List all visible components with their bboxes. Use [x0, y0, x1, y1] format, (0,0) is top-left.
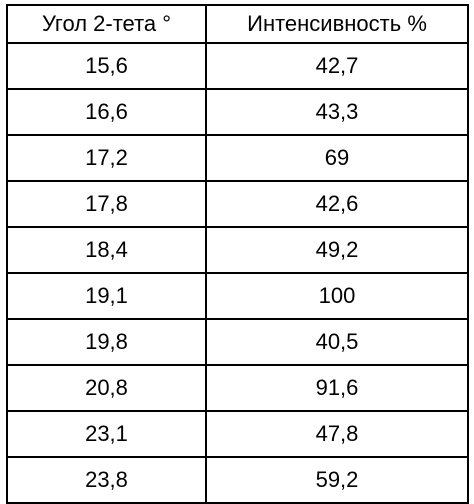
table-row: 17,8 42,6 — [6, 180, 469, 228]
intensity-cell: 47,8 — [205, 410, 469, 458]
intensity-cell: 43,3 — [205, 88, 469, 136]
intensity-cell: 42,6 — [205, 180, 469, 228]
column-header-angle: Угол 2-тета ° — [6, 4, 207, 44]
intensity-cell: 59,2 — [205, 456, 469, 504]
intensity-cell: 40,5 — [205, 318, 469, 366]
intensity-cell: 42,7 — [205, 42, 469, 90]
angle-cell: 19,1 — [6, 272, 207, 320]
angle-cell: 15,6 — [6, 42, 207, 90]
angle-cell: 16,6 — [6, 88, 207, 136]
intensity-cell: 49,2 — [205, 226, 469, 274]
angle-cell: 20,8 — [6, 364, 207, 412]
angle-cell: 19,8 — [6, 318, 207, 366]
table-header-row: Угол 2-тета ° Интенсивность % — [6, 4, 469, 44]
table-row: 23,8 59,2 — [6, 456, 469, 504]
table-row: 16,6 43,3 — [6, 88, 469, 136]
table-row: 23,1 47,8 — [6, 410, 469, 458]
intensity-cell: 69 — [205, 134, 469, 182]
table-row: 17,2 69 — [6, 134, 469, 182]
table-row: 20,8 91,6 — [6, 364, 469, 412]
angle-cell: 18,4 — [6, 226, 207, 274]
angle-cell: 17,8 — [6, 180, 207, 228]
table-row: 19,8 40,5 — [6, 318, 469, 366]
xrd-peaks-table: Угол 2-тета ° Интенсивность % 15,6 42,7 … — [6, 4, 469, 504]
table-row: 18,4 49,2 — [6, 226, 469, 274]
angle-cell: 23,1 — [6, 410, 207, 458]
table-row: 19,1 100 — [6, 272, 469, 320]
angle-cell: 23,8 — [6, 456, 207, 504]
intensity-cell: 91,6 — [205, 364, 469, 412]
table-row: 15,6 42,7 — [6, 42, 469, 90]
angle-cell: 17,2 — [6, 134, 207, 182]
intensity-cell: 100 — [205, 272, 469, 320]
column-header-intensity: Интенсивность % — [205, 4, 469, 44]
